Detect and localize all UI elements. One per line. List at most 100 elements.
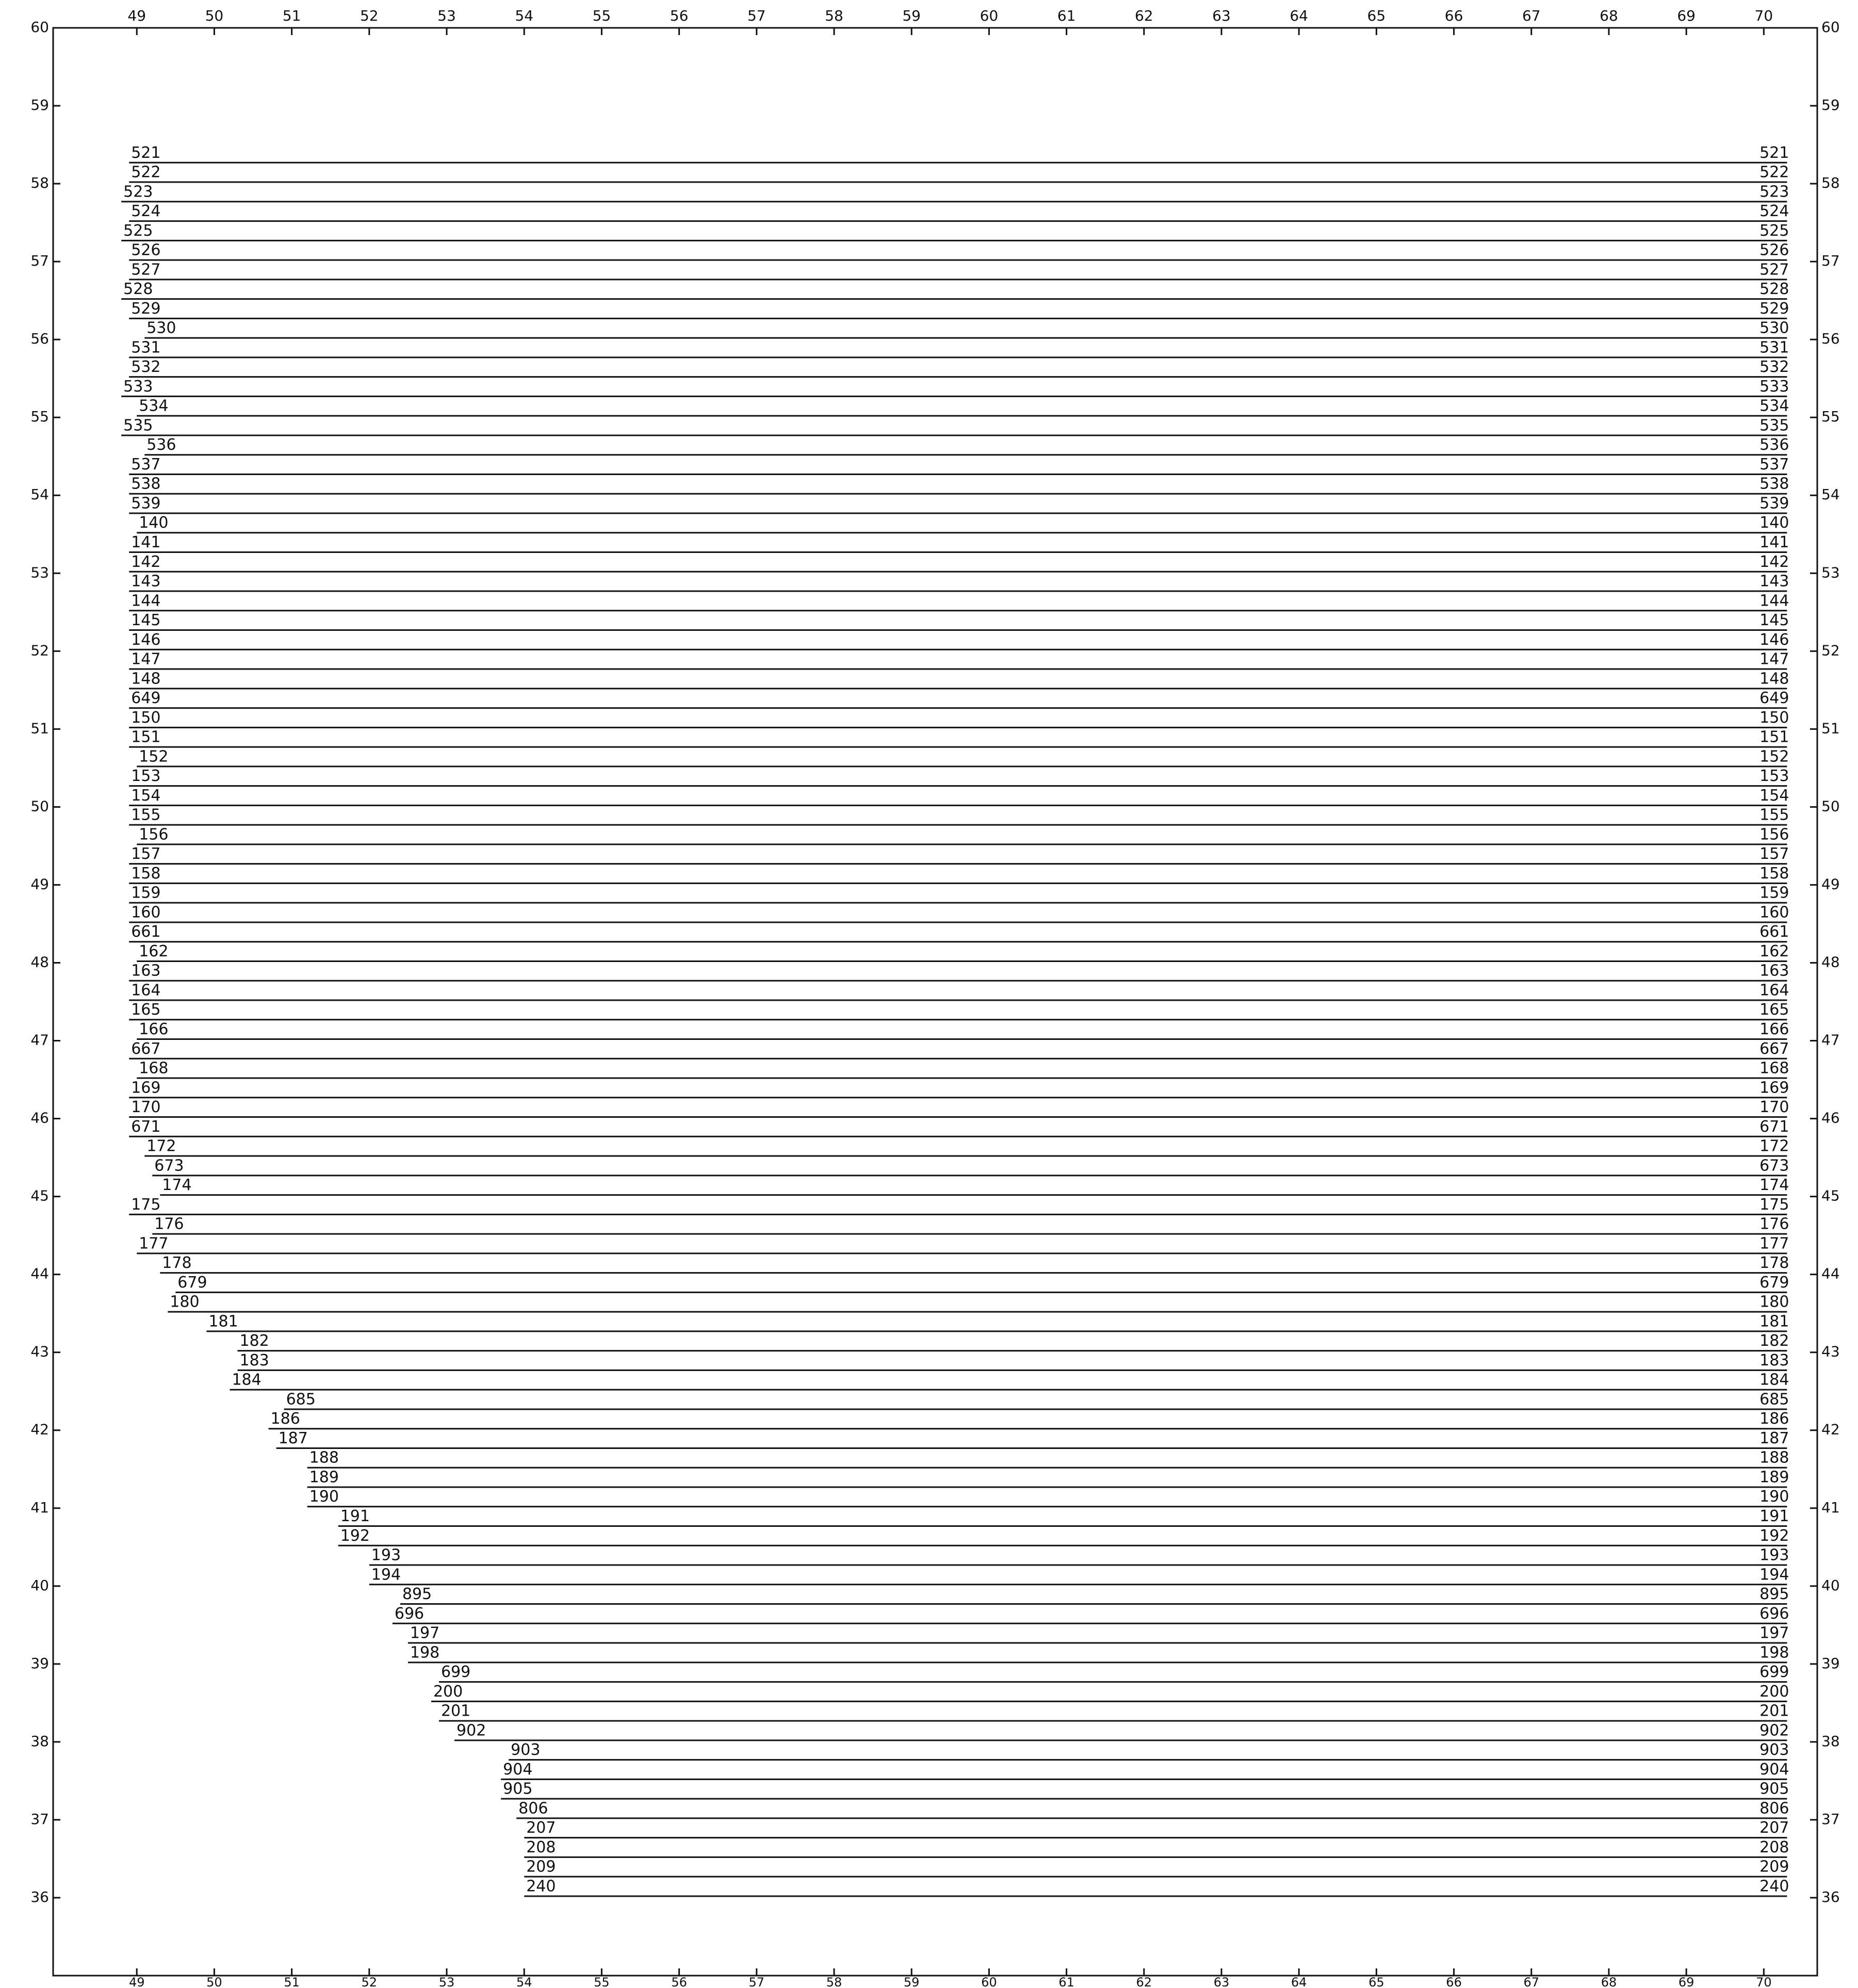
track-label-start: 174 xyxy=(162,1176,191,1194)
track-label-end: 521 xyxy=(1759,144,1789,162)
y-tick-label-right: 41 xyxy=(1821,1499,1840,1516)
y-tick-label-right: 44 xyxy=(1821,1265,1840,1282)
track-label-start: 145 xyxy=(131,611,160,629)
track-label-start: 155 xyxy=(131,806,160,824)
track-label-start: 530 xyxy=(146,319,176,337)
track-label-end: 183 xyxy=(1759,1351,1789,1370)
track-label-start: 696 xyxy=(395,1605,424,1623)
track-label-start: 164 xyxy=(131,981,160,999)
track-label-end: 188 xyxy=(1759,1449,1789,1467)
track-label-end: 182 xyxy=(1759,1332,1789,1350)
track-label-start: 679 xyxy=(177,1274,207,1292)
track-label-start: 208 xyxy=(526,1838,556,1856)
track-label-start: 152 xyxy=(139,747,168,765)
track-label-start: 529 xyxy=(131,300,160,318)
y-tick-label-left: 50 xyxy=(30,797,49,814)
track-label-end: 140 xyxy=(1759,514,1789,532)
track-label-end: 904 xyxy=(1759,1761,1789,1779)
track-label-start: 534 xyxy=(139,397,168,415)
y-tick-label-left: 56 xyxy=(30,330,49,347)
x-tick-label-bottom: 55 xyxy=(594,1975,610,1988)
x-tick-label-bottom: 70 xyxy=(1756,1975,1772,1988)
track-label-end: 178 xyxy=(1759,1254,1789,1272)
track-label-start: 187 xyxy=(279,1429,308,1447)
x-tick-label-bottom: 65 xyxy=(1368,1975,1384,1988)
x-tick-label-bottom: 52 xyxy=(362,1975,378,1988)
track-label-end: 143 xyxy=(1759,573,1789,591)
track-label-end: 522 xyxy=(1759,164,1789,182)
track-label-start: 661 xyxy=(131,923,160,941)
y-tick-label-right: 53 xyxy=(1821,564,1840,581)
track-label-start: 177 xyxy=(139,1234,168,1252)
x-tick-label-bottom: 60 xyxy=(981,1975,997,1988)
track-label-start: 192 xyxy=(340,1527,370,1545)
track-label-end: 166 xyxy=(1759,1020,1789,1038)
track-label-end: 533 xyxy=(1759,378,1789,396)
track-label-end: 531 xyxy=(1759,338,1789,356)
y-tick-label-left: 39 xyxy=(30,1655,49,1672)
x-tick-label-top: 53 xyxy=(437,7,456,24)
track-label-end: 535 xyxy=(1759,416,1789,434)
y-tick-label-right: 59 xyxy=(1821,96,1840,113)
track-label-end: 536 xyxy=(1759,436,1789,454)
track-label-start: 182 xyxy=(239,1332,269,1350)
track-label-start: 156 xyxy=(139,825,168,843)
y-tick-label-right: 42 xyxy=(1821,1421,1840,1438)
track-label-end: 163 xyxy=(1759,962,1789,980)
y-tick-label-right: 49 xyxy=(1821,875,1840,892)
track-label-end: 187 xyxy=(1759,1429,1789,1447)
y-tick-label-left: 49 xyxy=(30,875,49,892)
track-label-end: 165 xyxy=(1759,1001,1789,1019)
track-label-end: 159 xyxy=(1759,884,1789,902)
track-label-start: 160 xyxy=(131,903,160,921)
track-label-end: 201 xyxy=(1759,1702,1789,1720)
y-tick-label-right: 36 xyxy=(1821,1888,1840,1905)
track-label-end: 147 xyxy=(1759,650,1789,669)
track-label-end: 523 xyxy=(1759,183,1789,201)
track-label-start: 163 xyxy=(131,962,160,980)
track-label-start: 539 xyxy=(131,494,160,512)
x-tick-label-top: 58 xyxy=(825,7,843,24)
track-label-end: 673 xyxy=(1759,1156,1789,1175)
track-label-end: 667 xyxy=(1759,1040,1789,1058)
track-label-start: 685 xyxy=(286,1390,316,1408)
x-tick-label-top: 55 xyxy=(593,7,611,24)
track-label-end: 146 xyxy=(1759,631,1789,649)
y-tick-label-left: 40 xyxy=(30,1577,49,1594)
y-tick-label-right: 39 xyxy=(1821,1655,1840,1672)
track-label-end: 160 xyxy=(1759,903,1789,921)
y-tick-label-left: 48 xyxy=(30,953,49,970)
track-label-start: 186 xyxy=(271,1410,300,1428)
track-label-start: 536 xyxy=(146,436,176,454)
track-label-end: 151 xyxy=(1759,728,1789,746)
track-label-end: 172 xyxy=(1759,1137,1789,1155)
track-label-start: 148 xyxy=(131,670,160,688)
track-label-start: 146 xyxy=(131,631,160,649)
track-label-start: 198 xyxy=(410,1643,439,1661)
chart: 4949505051515252535354545555565657575858… xyxy=(0,0,1858,1988)
x-tick-label-bottom: 58 xyxy=(826,1975,842,1988)
x-tick-label-top: 69 xyxy=(1677,7,1696,24)
x-tick-label-top: 67 xyxy=(1522,7,1541,24)
x-tick-label-top: 63 xyxy=(1212,7,1231,24)
track-label-end: 528 xyxy=(1759,280,1789,298)
track-label-start: 154 xyxy=(131,787,160,805)
track-label-start: 671 xyxy=(131,1118,160,1136)
track-label-start: 527 xyxy=(131,260,160,279)
y-tick-label-right: 57 xyxy=(1821,252,1840,269)
track-label-end: 180 xyxy=(1759,1293,1789,1311)
x-tick-label-top: 52 xyxy=(360,7,379,24)
track-label-end: 150 xyxy=(1759,709,1789,727)
x-tick-label-top: 51 xyxy=(283,7,301,24)
y-tick-label-right: 56 xyxy=(1821,330,1840,347)
y-tick-label-right: 55 xyxy=(1821,408,1840,425)
track-label-start: 207 xyxy=(526,1819,556,1837)
y-tick-label-left: 43 xyxy=(30,1343,49,1360)
track-label-end: 174 xyxy=(1759,1176,1789,1194)
track-label-start: 191 xyxy=(340,1507,370,1525)
y-tick-label-right: 54 xyxy=(1821,486,1840,503)
track-label-start: 201 xyxy=(441,1702,470,1720)
track-label-end: 679 xyxy=(1759,1274,1789,1292)
track-label-end: 537 xyxy=(1759,455,1789,474)
track-label-start: 157 xyxy=(131,845,160,863)
